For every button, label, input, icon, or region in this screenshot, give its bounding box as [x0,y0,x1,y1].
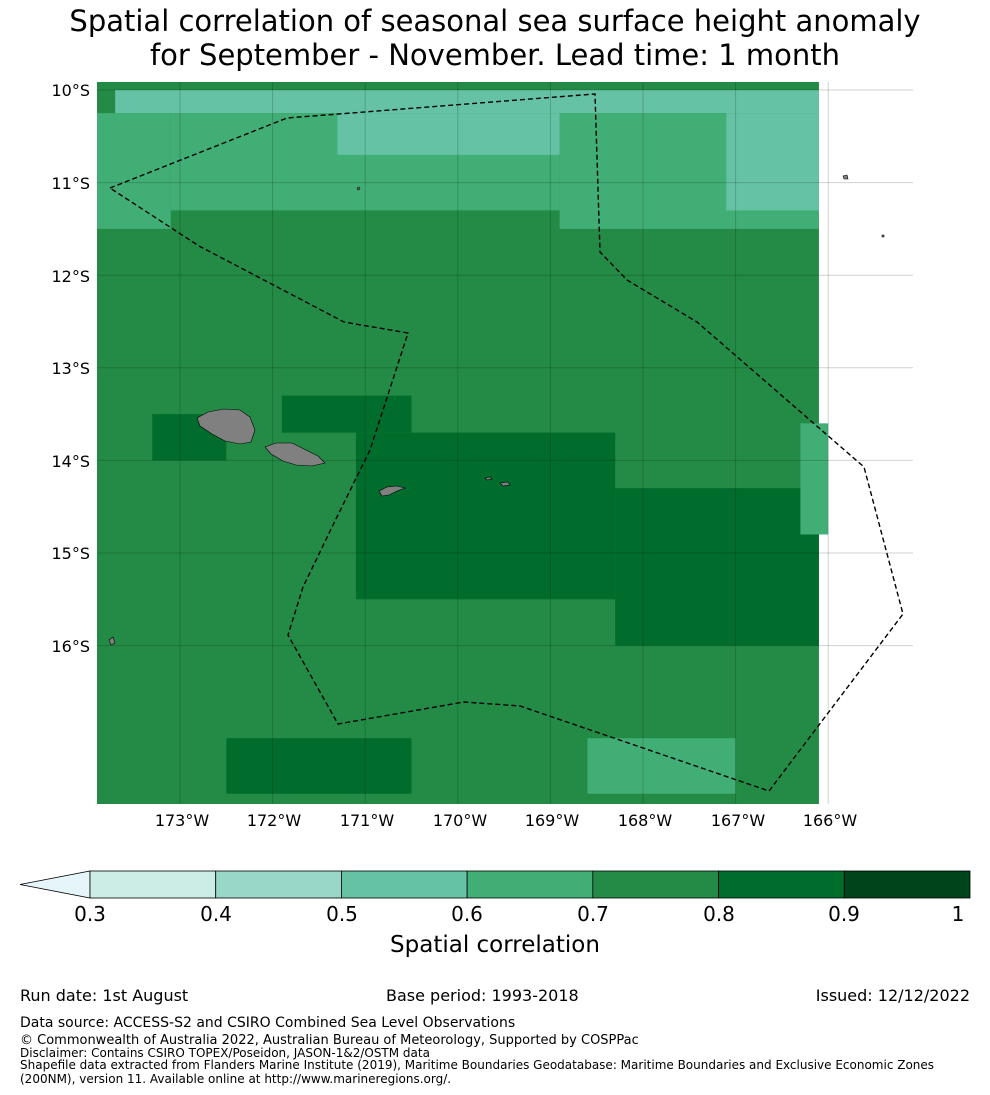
lon-label-166w: 166°W [802,811,858,830]
correlation-cells [97,82,829,804]
land-ofu [484,476,493,481]
shapefile-line-1: Shapefile data extracted from Flanders M… [20,1058,935,1072]
run-date: Run date: 1st August [20,986,189,1005]
land-rose-atoll [842,174,849,180]
cb-tick-5: 0.8 [703,902,735,926]
land-tau [499,481,511,487]
land-wallis [108,636,116,646]
figure-title: Spatial correlation of seasonal sea surf… [0,4,990,72]
title-line-2: for September - November. Lead time: 1 m… [149,38,841,72]
data-source: Data source: ACCESS-S2 and CSIRO Combine… [20,1015,516,1031]
correlation-region-7 [281,395,412,433]
lon-label-172w: 172°W [246,811,302,830]
correlation-region-8 [355,432,616,600]
correlation-region-12 [587,738,736,794]
colorbar-segment-4 [592,870,719,899]
disclaimer: Disclaimer: Contains CSIRO TOPEX/Poseido… [20,1046,430,1060]
cb-tick-7: 1 [951,902,965,926]
correlation-region-6 [726,113,819,211]
cb-tick-4: 0.7 [577,902,609,926]
colorbar-segment-6 [843,870,971,899]
land-small-islet [881,234,885,238]
lat-label-16s: 16°S [51,637,90,656]
lat-label-10s: 10°S [51,81,90,100]
land-upolu [264,442,326,467]
land-masses [108,174,885,646]
base-period: Base period: 1993-2018 [386,986,579,1005]
correlation-region-1 [115,90,819,114]
lon-label-173w: 173°W [154,811,210,830]
lat-label-12s: 12°S [51,267,90,286]
copyright: © Commonwealth of Australia 2022, Austra… [20,1033,639,1048]
colorbar-segment-1 [215,870,342,899]
lon-label-167w: 167°W [710,811,766,830]
correlation-region-2 [97,113,171,229]
colorbar-segment-3 [466,870,594,899]
shapefile-line-2: (200NM), version 11. Available online at… [20,1072,452,1086]
correlation-region-13 [800,423,829,535]
colorbar-label: Spatial correlation [390,932,600,958]
cb-tick-0: 0.3 [74,902,106,926]
lon-label-168w: 168°W [617,811,673,830]
correlation-region-11 [226,738,412,794]
cb-tick-1: 0.4 [200,902,232,926]
maritime-boundary [108,93,904,792]
land-tutuila [378,485,407,497]
cb-tick-3: 0.6 [451,902,483,926]
colorbar-segment-2 [341,870,468,899]
lat-label-11s: 11°S [51,174,90,193]
issued-date: Issued: 12/12/2022 [815,986,970,1005]
lon-label-170w: 170°W [432,811,488,830]
land-savaii [196,408,256,445]
lat-label-13s: 13°S [51,359,90,378]
colorbar-extend-arrow [19,870,91,899]
map-gridlines [97,82,913,804]
title-line-1: Spatial correlation of seasonal sea surf… [69,4,921,38]
lon-label-171w: 171°W [339,811,395,830]
colorbar-segment-0 [89,870,217,899]
lat-label-15s: 15°S [51,544,90,563]
cb-tick-6: 0.9 [828,902,860,926]
cb-tick-2: 0.5 [326,902,358,926]
correlation-region-5 [337,113,560,155]
land-swains [356,186,361,191]
colorbar-segments [19,870,971,899]
lat-label-14s: 14°S [51,452,90,471]
correlation-region-9 [615,488,819,646]
lon-label-169w: 169°W [524,811,580,830]
colorbar-segment-5 [718,870,845,899]
